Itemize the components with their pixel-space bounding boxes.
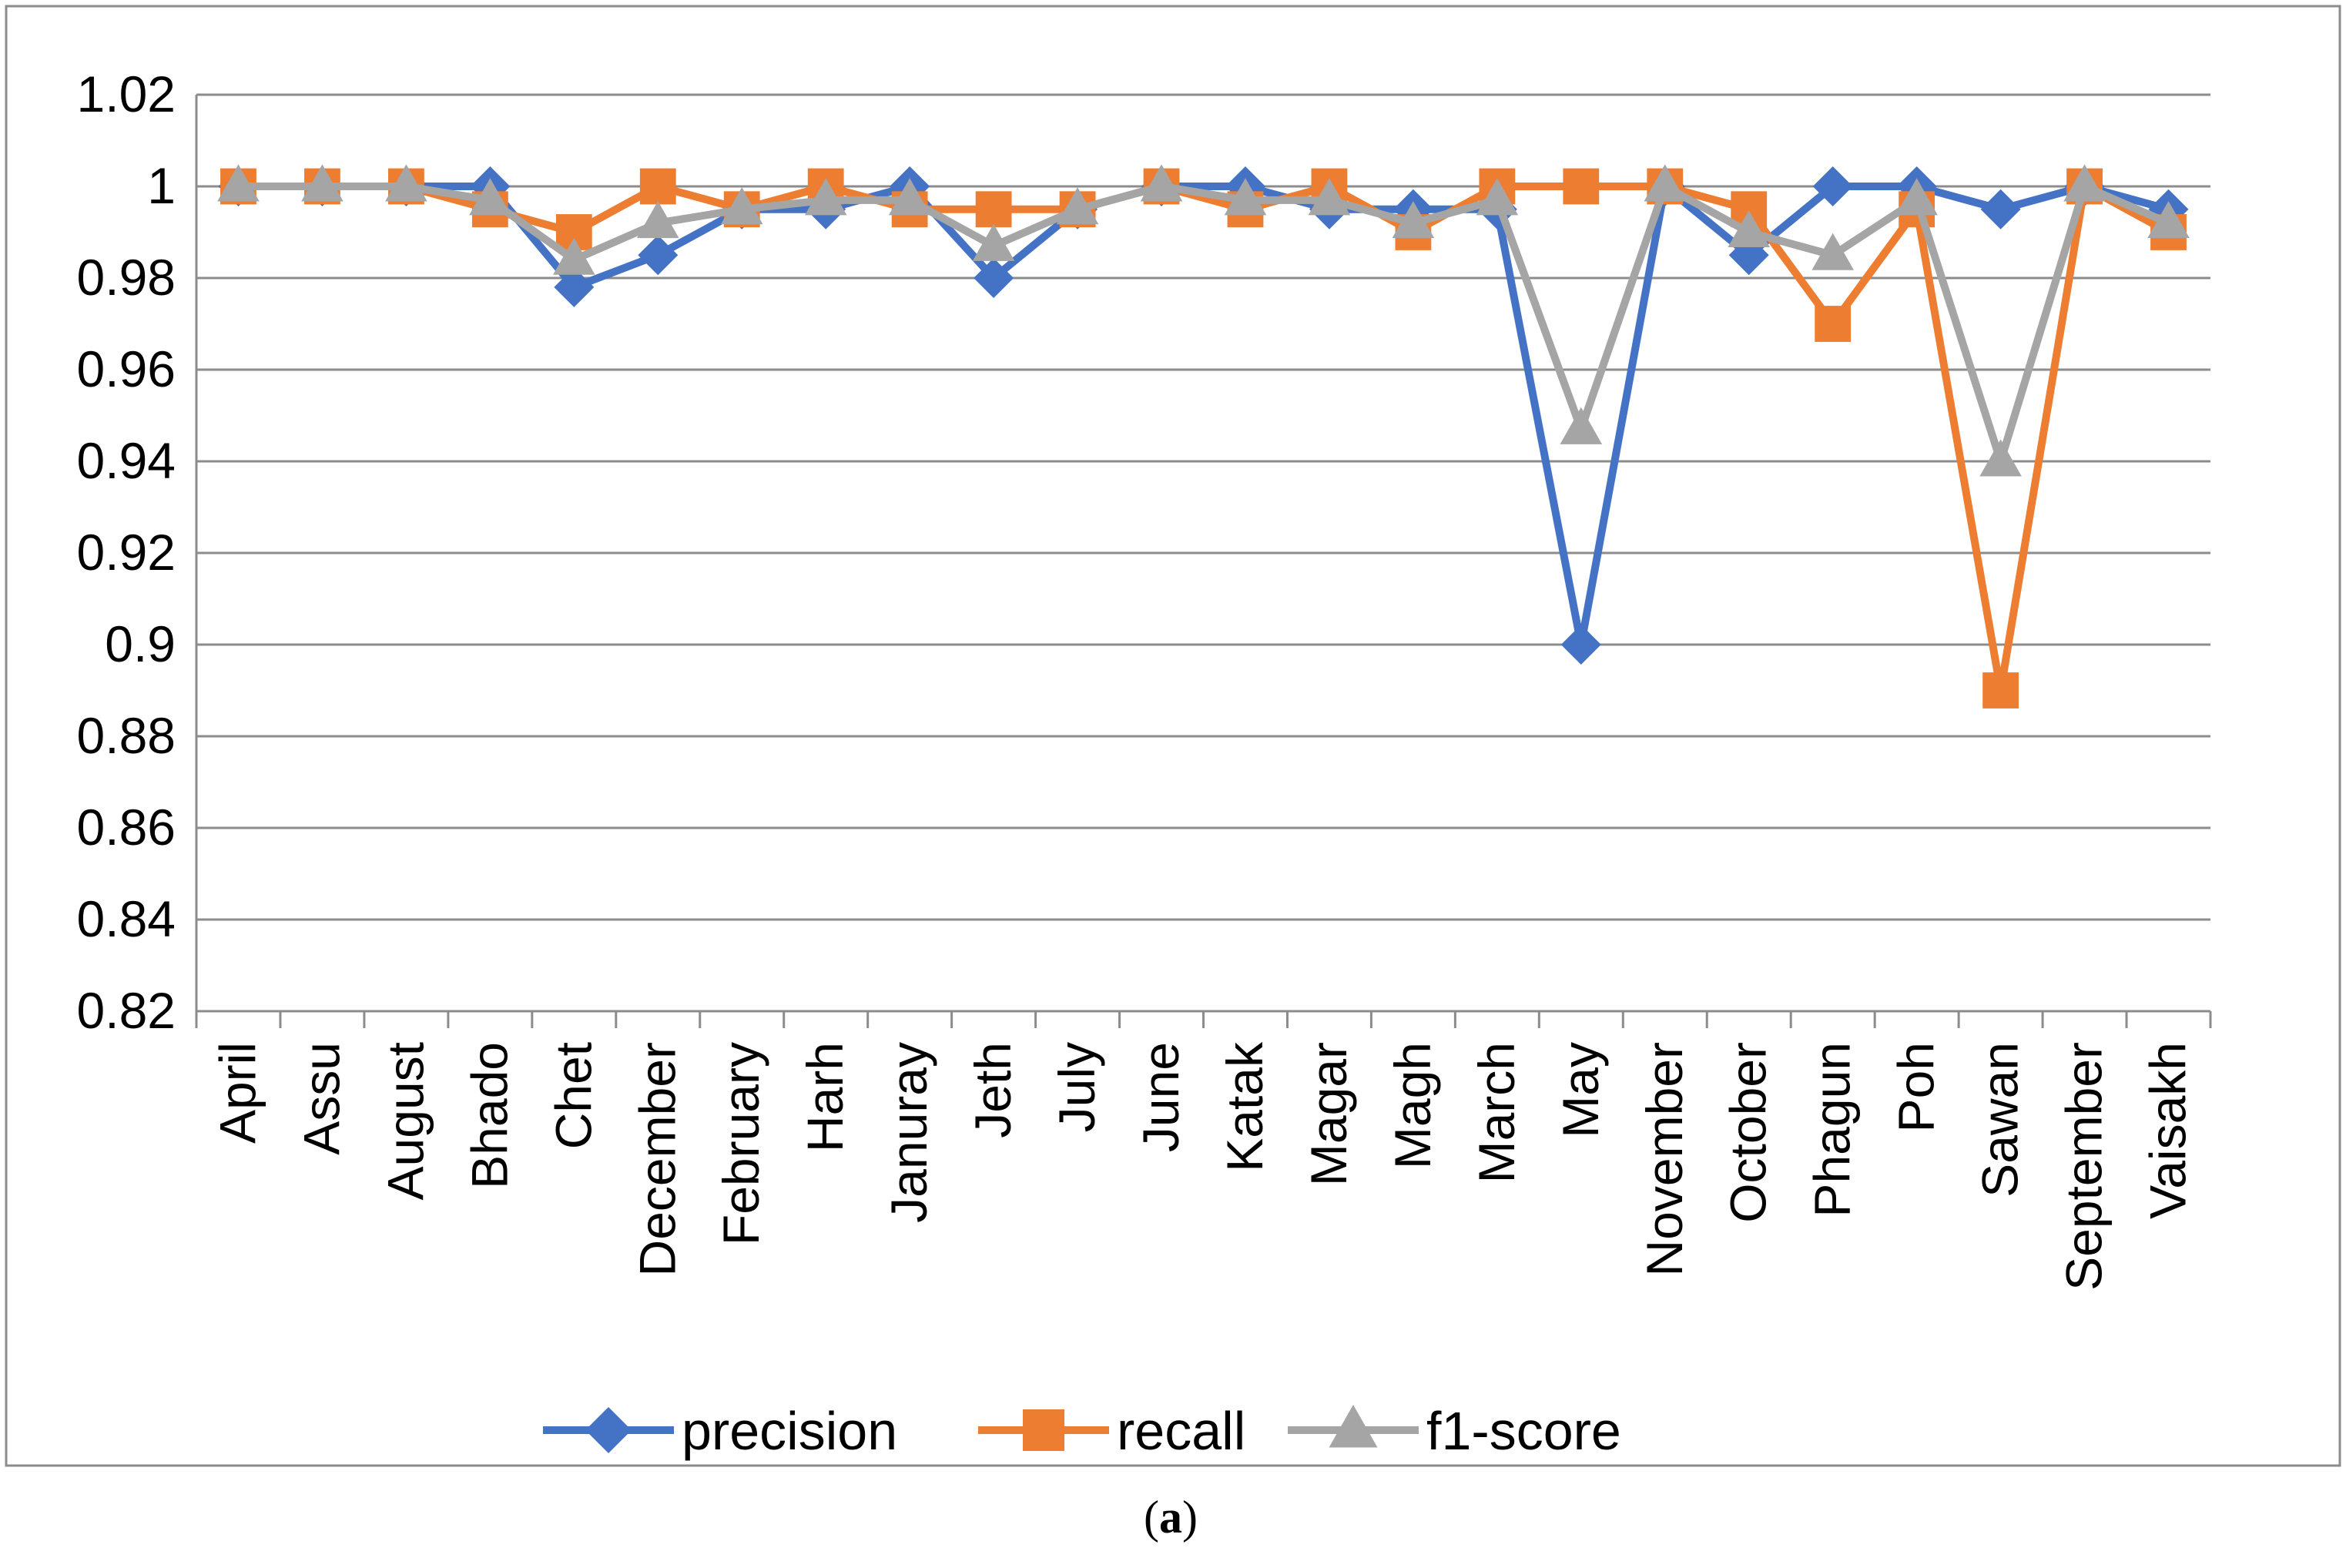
f1-score-point [301, 164, 344, 202]
f1-score-point [469, 178, 511, 216]
legend-label: f1-score [1426, 1401, 1621, 1461]
precision-point [1812, 166, 1853, 206]
recall-point [639, 168, 676, 205]
x-tick-label: May [1552, 1042, 1609, 1138]
y-tick-label: 0.86 [77, 799, 176, 856]
f1-score-point [720, 187, 763, 225]
y-tick-label: 1.02 [77, 65, 176, 122]
x-tick-label: September [2056, 1042, 2113, 1291]
figure-caption: (a) [1144, 1492, 1198, 1543]
x-tick-label: Harh [796, 1042, 853, 1152]
y-tick-label: 0.82 [77, 982, 176, 1039]
precision-point [974, 258, 1014, 298]
recall-point [1815, 306, 1852, 342]
y-tick-label: 0.9 [105, 615, 176, 672]
f1-score-point [2063, 164, 2106, 202]
f1-score-point [1979, 439, 2022, 477]
f1-score-point [553, 237, 595, 275]
f1-score-point [1895, 178, 1938, 216]
recall-point [975, 191, 1012, 228]
x-tick-label: Poh [1888, 1042, 1945, 1132]
x-tick-label: Vaisakh [2140, 1042, 2197, 1219]
f1-score-point [385, 164, 427, 202]
f1-score-point [1056, 187, 1099, 225]
x-tick-label: Jeth [964, 1042, 1021, 1138]
legend: precision recall f1-score [543, 1401, 1621, 1461]
f1-score-point [1811, 233, 1854, 270]
legend-label: recall [1117, 1401, 1245, 1461]
y-tick-label: 0.98 [77, 249, 176, 306]
y-axis-tick-labels: 0.82 0.84 0.86 0.88 0.9 0.92 0.94 0.96 0.98 1 1.02 [77, 65, 176, 1039]
x-tick-label: Chet [545, 1042, 602, 1149]
x-tick-label: Assu [293, 1042, 350, 1155]
x-tick-label: Phagun [1804, 1042, 1861, 1218]
x-tick-label: Katak [1216, 1041, 1273, 1172]
legend-marker [1329, 1405, 1378, 1448]
legend-item-f1-score: f1-score [1288, 1401, 1621, 1461]
f1-score-point [1140, 164, 1183, 202]
x-tick-label: February [712, 1042, 769, 1245]
series-f1-score [217, 164, 2190, 477]
recall-point [1563, 168, 1600, 205]
y-tick-label: 0.84 [77, 890, 176, 947]
f1-score-point [1308, 178, 1351, 216]
f1-score-point [888, 178, 931, 216]
x-tick-label: April [209, 1042, 266, 1144]
x-tick-label: October [1720, 1042, 1777, 1223]
x-tick-label: March [1468, 1042, 1525, 1183]
y-tick-label: 1 [147, 157, 176, 214]
x-tick-label: July [1048, 1042, 1105, 1132]
f1-score-point [2147, 201, 2190, 239]
x-tick-label: Magar [1300, 1042, 1357, 1186]
x-tick-label: Sawan [1972, 1042, 2029, 1198]
legend-item-precision: precision [543, 1401, 897, 1461]
series-lines [217, 164, 2190, 709]
x-tick-label: Magh [1384, 1042, 1441, 1169]
axes [195, 95, 2212, 1028]
precision-point [1560, 625, 1601, 665]
f1-score-point [1728, 209, 1771, 247]
f1-score-point [217, 164, 260, 202]
f1-score-point [1392, 201, 1435, 239]
f1-score-point [1476, 178, 1519, 216]
x-tick-label: Januray [880, 1042, 937, 1223]
x-tick-label: June [1132, 1042, 1189, 1152]
x-tick-label: Bhado [461, 1042, 518, 1189]
f1-score-point [1644, 164, 1687, 202]
y-tick-label: 0.94 [77, 432, 176, 489]
f1-score-point [1560, 407, 1603, 444]
y-tick-label: 0.88 [77, 707, 176, 764]
y-tick-label: 0.96 [77, 340, 176, 397]
x-tick-label: December [628, 1042, 685, 1276]
precision-point [638, 235, 679, 276]
precision-point [1980, 189, 2021, 230]
y-tick-label: 0.92 [77, 524, 176, 581]
recall-point [1982, 672, 2019, 709]
legend-item-recall: recall [978, 1401, 1245, 1461]
f1-score-point [1224, 178, 1267, 216]
f1-score-point [636, 201, 679, 239]
f1-score-point [804, 178, 847, 216]
f1-score-point [972, 223, 1015, 261]
legend-marker [585, 1407, 632, 1453]
x-tick-label: August [377, 1042, 434, 1200]
precision-point [554, 266, 595, 307]
x-axis-tick-labels: April Assu August Bhado Chet December February… [209, 1041, 2196, 1291]
legend-label: precision [682, 1401, 897, 1461]
f1-score-line [238, 183, 2170, 465]
legend-marker [1023, 1409, 1064, 1451]
x-tick-label: November [1636, 1042, 1693, 1276]
